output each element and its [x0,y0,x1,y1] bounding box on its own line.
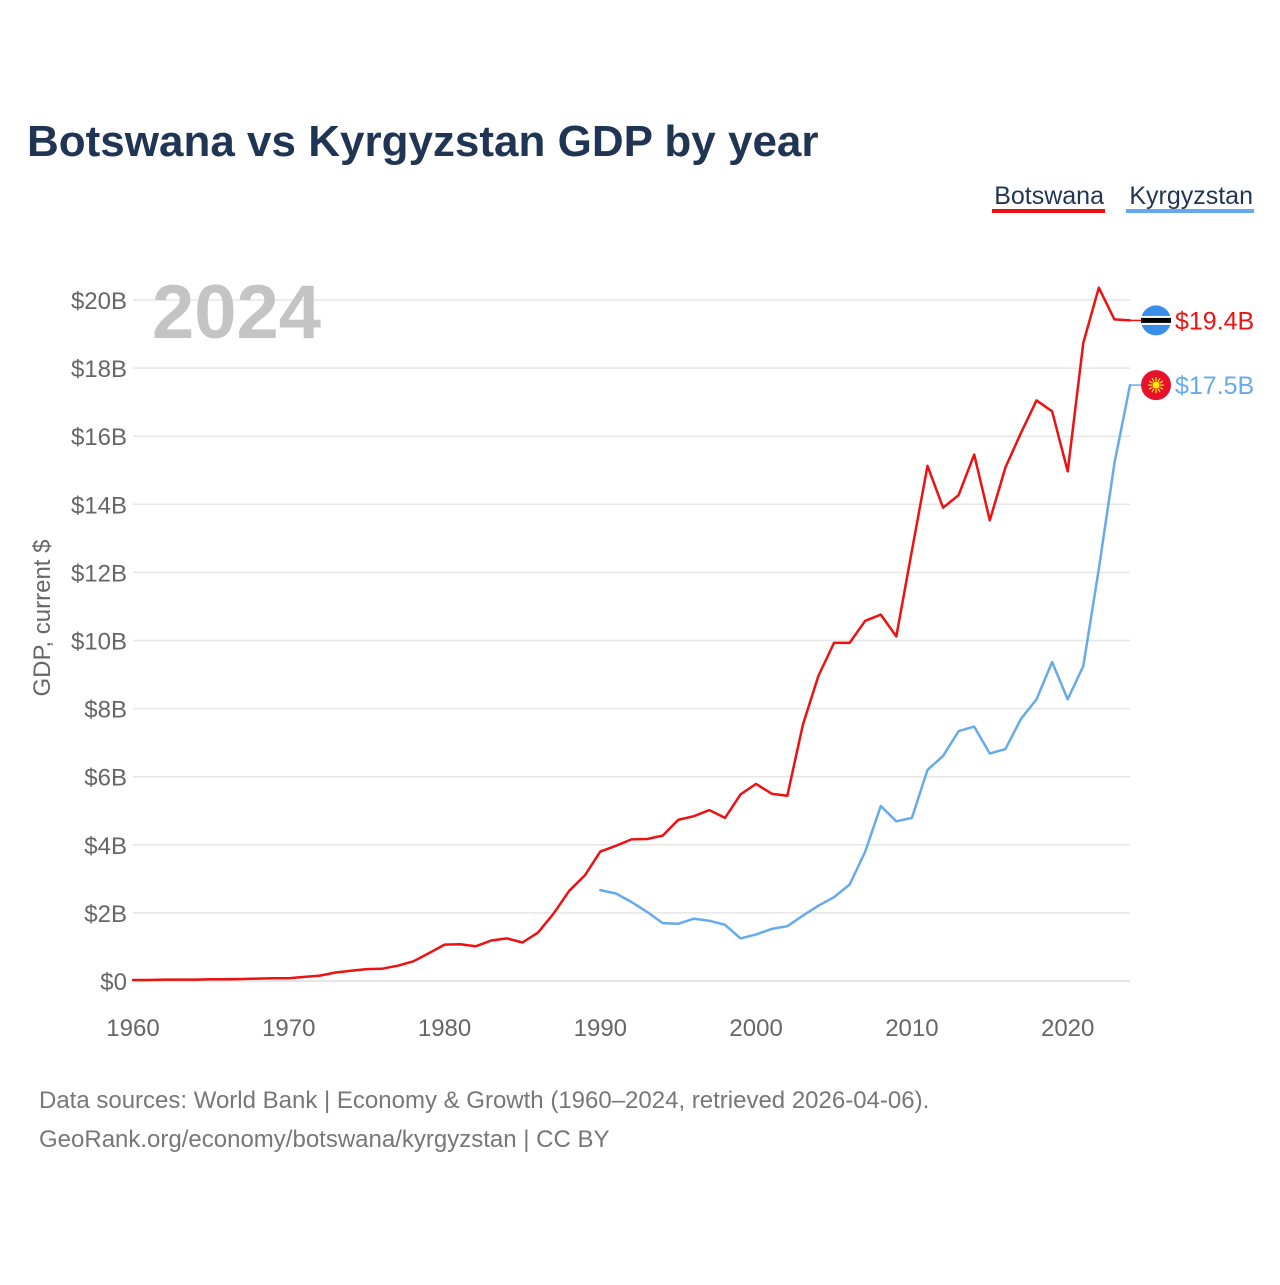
x-axis-ticks: 1960 1970 1980 1990 2000 2010 2020 [106,1015,1094,1042]
flag-black-band [1141,317,1171,323]
flag-sun-ray [1148,386,1153,390]
y-tick-label: $2B [84,901,127,928]
y-axis-label: GDP, current $ [29,540,56,697]
y-tick-label: $14B [71,492,127,519]
end-value-label-kyrgyzstan: $17.5B [1175,372,1254,400]
kyrgyzstan-flag-icon [1141,370,1171,401]
flag-sun-ray [1151,377,1155,382]
series-line-kyrgyzstan [599,383,1132,940]
end-value-label-botswana: $19.4B [1175,307,1254,335]
flag-sun-ray [1157,388,1161,393]
legend: Botswana Kyrgyzstan [992,182,1254,213]
y-tick-label: $0 [100,969,127,996]
botswana-flag-icon [1141,305,1171,336]
data-series [131,286,1132,982]
y-tick-label: $18B [71,356,127,383]
y-tick-label: $6B [84,765,127,792]
x-tick-label: 2000 [729,1015,782,1042]
year-watermark: 2024 [152,270,321,355]
legend-item-botswana[interactable]: Botswana [994,182,1104,210]
y-tick-label: $20B [71,288,127,315]
flag-sun [1152,381,1160,389]
credit-note[interactable]: GeoRank.org/economy/botswana/kyrgyzstan … [39,1126,610,1153]
end-labels: $19.4B $17.5B [1130,305,1254,401]
y-tick-label: $16B [71,424,127,451]
x-tick-label: 1990 [574,1015,627,1042]
x-tick-label: 1980 [418,1015,471,1042]
x-tick-label: 1960 [106,1015,159,1042]
flag-sun-ray [1159,380,1164,384]
chart-title: Botswana vs Kyrgyzstan GDP by year [27,117,819,166]
flag-sun-ray [1151,388,1155,393]
x-tick-label: 2010 [885,1015,938,1042]
flag-sun-ray [1159,386,1164,390]
legend-item-kyrgyzstan[interactable]: Kyrgyzstan [1129,182,1253,210]
y-axis-ticks: $0 $2B $4B $6B $8B $10B $12B $14B $16B $18B $20B [71,288,127,996]
y-tick-label: $8B [84,697,127,724]
gridlines [133,299,1130,914]
series-line-botswana [131,286,1132,982]
x-tick-label: 2020 [1041,1015,1094,1042]
source-note: Data sources: World Bank | Economy & Gro… [39,1087,929,1114]
y-tick-label: $10B [71,629,127,656]
y-tick-label: $12B [71,560,127,587]
flag-sun-ray [1157,377,1161,382]
x-tick-label: 1970 [262,1015,315,1042]
y-tick-label: $4B [84,833,127,860]
flag-sun-ray [1148,380,1153,384]
